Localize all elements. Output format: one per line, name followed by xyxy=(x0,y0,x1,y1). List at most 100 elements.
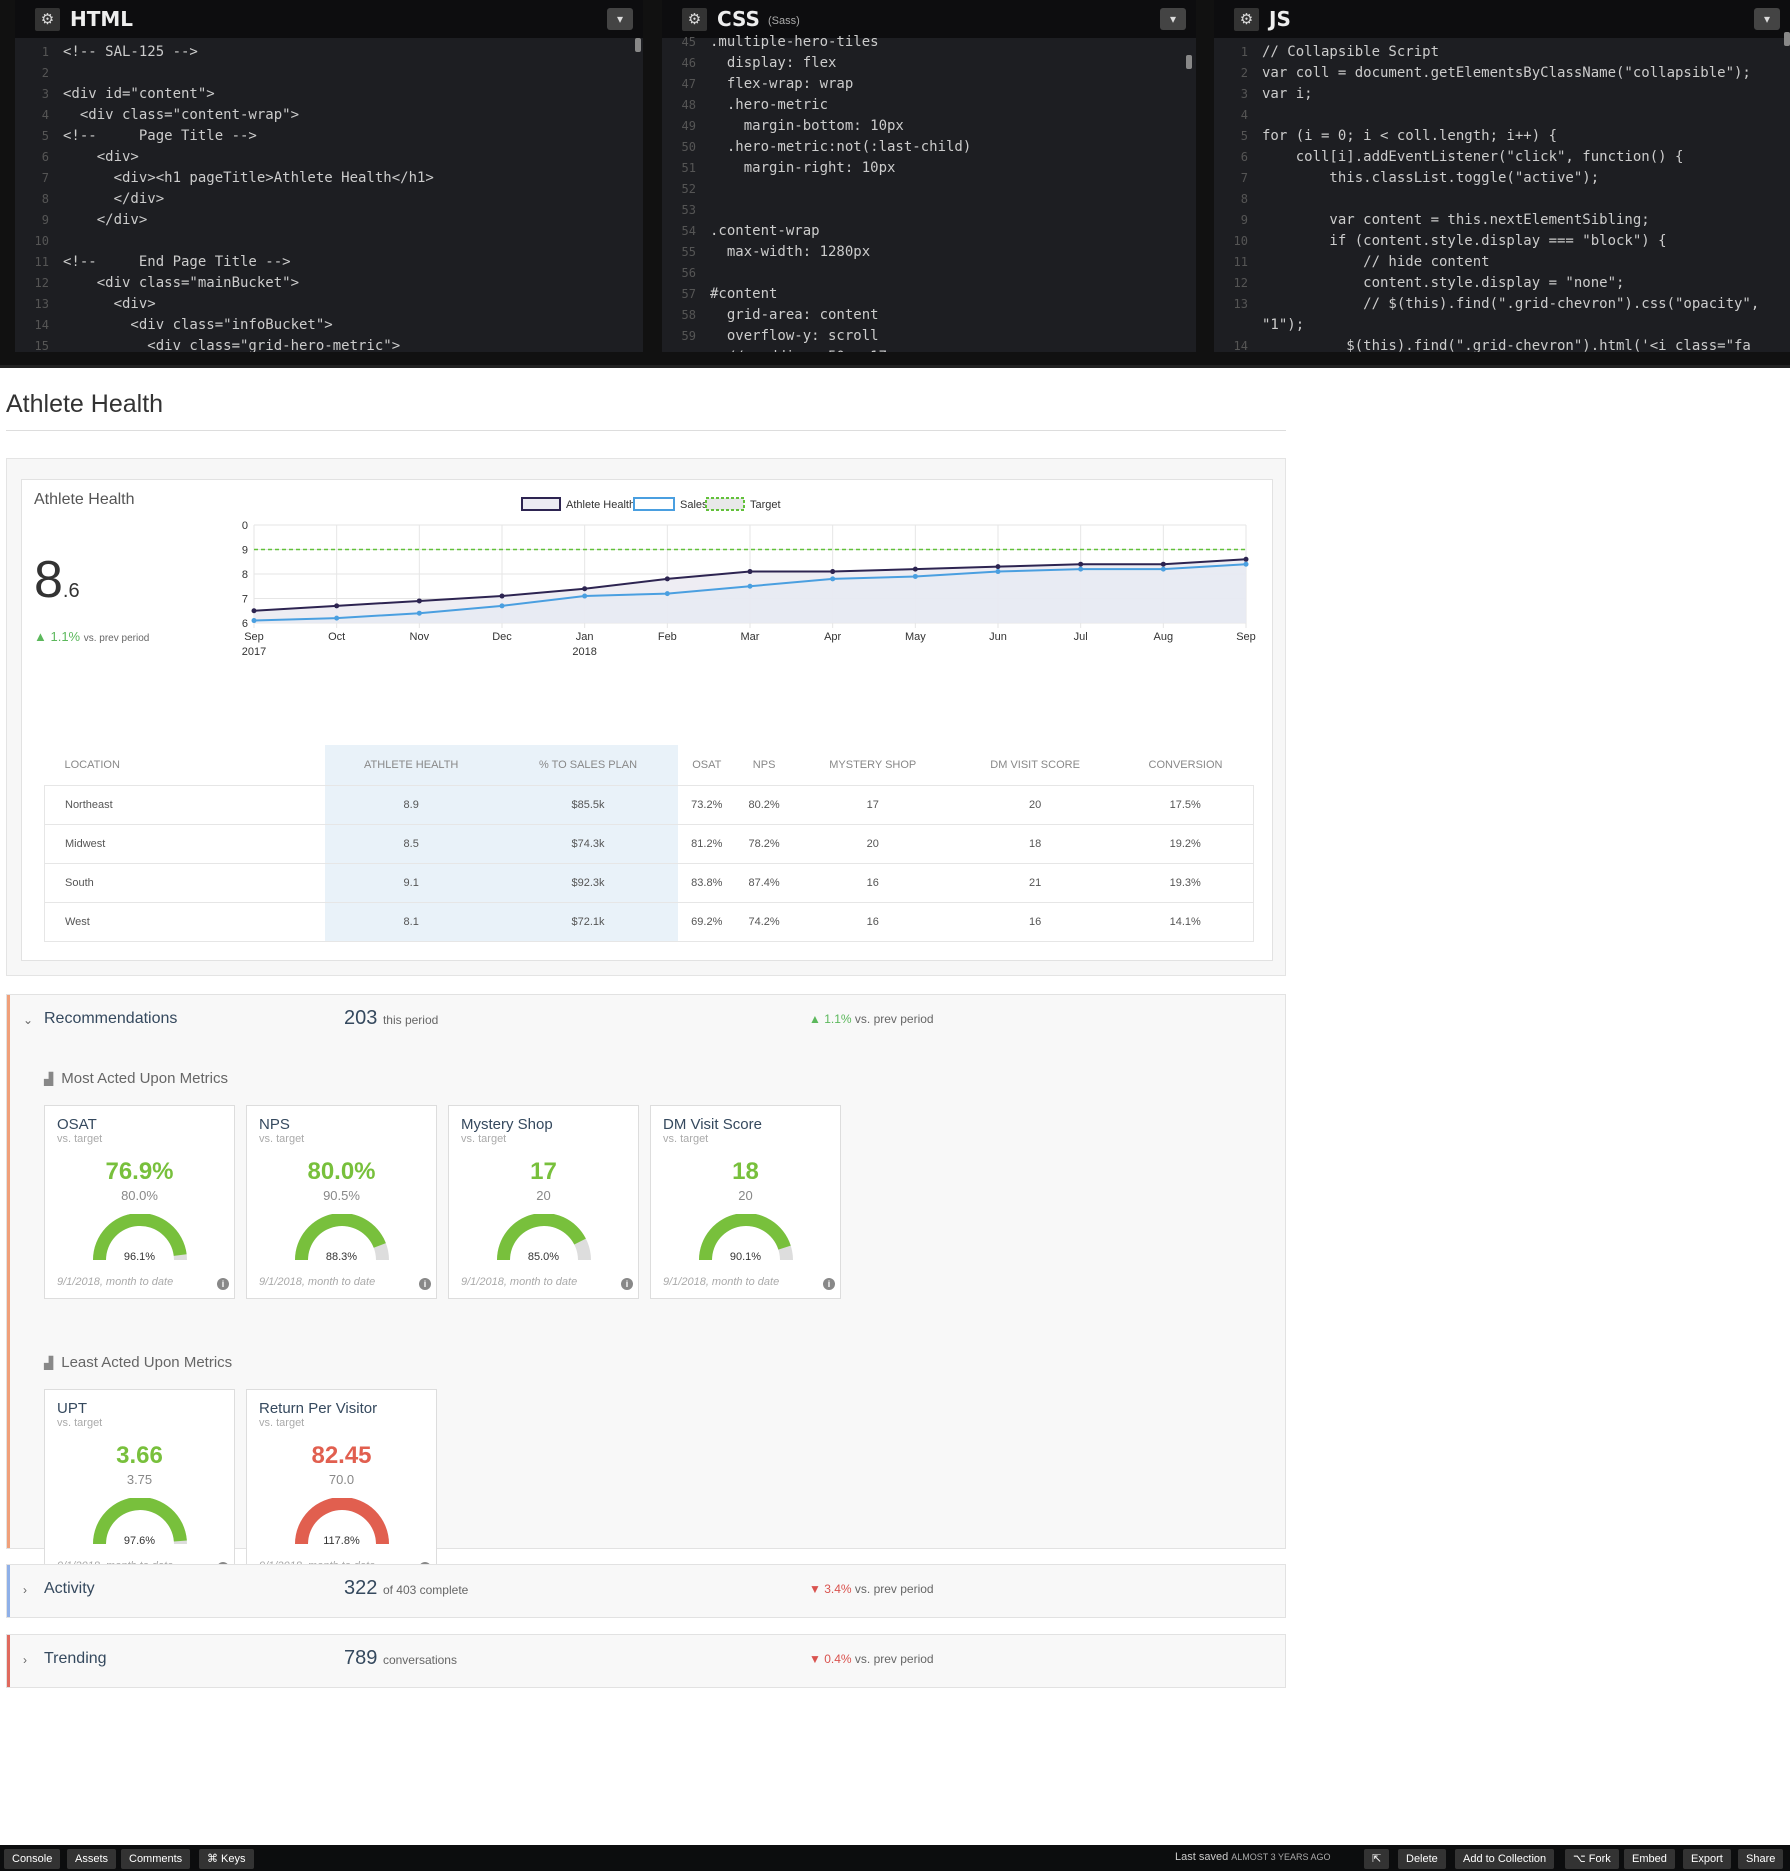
metric-tile[interactable]: NPS vs. target 80.0% 90.5% 88.3% 9/1/2018, mo… xyxy=(246,1105,437,1299)
gear-icon[interactable]: ⚙ xyxy=(682,7,707,31)
html-code-editor[interactable]: 1 <!-- SAL-125 --> 2 3 <div id="content"> 4 <… xyxy=(15,38,643,352)
gear-icon[interactable]: ⚙ xyxy=(1234,7,1259,31)
line-number: 50 xyxy=(681,140,696,154)
console-button[interactable]: Console xyxy=(4,1849,61,1869)
code-text: grid-area: content xyxy=(710,307,879,323)
data-point xyxy=(1160,561,1166,567)
css-code-editor[interactable]: 45 .multiple-hero-tiles 46 display: flex 47… xyxy=(662,28,1196,352)
last-saved-status: Last saved ALMOST 3 YEARS AGO xyxy=(1175,1851,1330,1863)
code-line: 3 <div id="content"> xyxy=(15,84,643,105)
comments-button[interactable]: Comments xyxy=(121,1849,191,1869)
chevron-down-icon[interactable]: ▾ xyxy=(1754,8,1780,30)
trending-accent-bar xyxy=(7,1635,10,1687)
code-line: 13 // $(this).find(".grid-chevron").css(… xyxy=(1214,294,1790,315)
line-number: 9 xyxy=(1240,213,1248,227)
y-tick-label: 6 xyxy=(242,618,248,630)
tile-gauge xyxy=(699,1212,793,1267)
keys-button[interactable]: ⌘ Keys xyxy=(199,1849,254,1869)
table-row[interactable]: South 9.1 $92.3k 83.8% 87.4% 16 21 19.3% xyxy=(44,862,1254,902)
gauge-chart xyxy=(295,1213,389,1260)
add-to-collection-button[interactable]: Add to Collection xyxy=(1455,1849,1555,1869)
export-button[interactable]: Export xyxy=(1683,1849,1731,1869)
table-row[interactable]: Midwest 8.5 $74.3k 81.2% 78.2% 20 18 19.2% xyxy=(44,823,1254,863)
table-row[interactable]: Northeast 8.9 $85.5k 73.2% 80.2% 17 20 17.5% xyxy=(44,784,1254,824)
info-icon[interactable]: i xyxy=(823,1278,835,1290)
tile-date: 9/1/2018, month to date xyxy=(259,1276,376,1288)
info-icon[interactable]: i xyxy=(217,1278,229,1290)
table-row[interactable]: West 8.1 $72.1k 69.2% 74.2% 16 16 14.1% xyxy=(44,901,1254,942)
info-icon[interactable]: i xyxy=(419,1278,431,1290)
line-number: 3 xyxy=(41,87,49,101)
x-tick-label: May xyxy=(905,631,926,643)
trending-section[interactable]: › Trending 789 conversations ▼ 0.4% vs. … xyxy=(6,1634,1286,1688)
code-line: 46 display: flex xyxy=(662,53,1196,74)
code-line: 55 max-width: 1280px xyxy=(662,242,1196,263)
tile-percent: 97.6% xyxy=(123,1535,156,1547)
delete-button[interactable]: Delete xyxy=(1398,1849,1446,1869)
recommendations-count-note: this period xyxy=(382,1013,439,1027)
gear-icon[interactable]: ⚙ xyxy=(35,7,60,31)
column-header[interactable]: % TO SALES PLAN xyxy=(497,745,679,785)
css-editor-scrollbar[interactable] xyxy=(1186,55,1192,69)
activity-count: 322 of 403 complete xyxy=(344,1577,468,1600)
tile-percent: 85.0% xyxy=(527,1251,560,1263)
metric-tile[interactable]: OSAT vs. target 76.9% 80.0% 96.1% 9/1/2018, m… xyxy=(44,1105,235,1299)
line-number: 5 xyxy=(1240,129,1248,143)
line-number: 6 xyxy=(41,150,49,164)
code-line: 1 // Collapsible Script xyxy=(1214,42,1790,63)
metric-tile[interactable]: Mystery Shop vs. target 17 20 85.0% 9/1/2018,… xyxy=(448,1105,639,1299)
gauge-fill xyxy=(497,1212,586,1260)
data-point xyxy=(912,566,918,572)
share-button[interactable]: Share xyxy=(1738,1849,1784,1869)
info-icon[interactable]: i xyxy=(621,1278,633,1290)
code-text: #content xyxy=(710,286,778,302)
column-header[interactable]: NPS xyxy=(752,758,776,771)
tile-value: 18 xyxy=(732,1158,759,1185)
chevron-right-icon[interactable]: › xyxy=(23,1653,27,1667)
column-header[interactable]: CONVERSION xyxy=(1148,758,1223,771)
line-number: 2 xyxy=(1240,66,1248,80)
metric-tile[interactable]: DM Visit Score vs. target 18 20 90.1% 9/1/201… xyxy=(650,1105,841,1299)
code-line: 6 <div> xyxy=(15,147,643,168)
data-point xyxy=(1160,566,1166,572)
table-cell: 74.2% xyxy=(735,901,793,942)
js-editor-scrollbar[interactable] xyxy=(1784,32,1790,46)
data-point xyxy=(251,608,257,614)
column-header[interactable]: LOCATION xyxy=(64,758,120,771)
pane-resize-divider[interactable] xyxy=(0,365,1790,368)
table-cell: 21 xyxy=(952,862,1118,902)
chevron-down-icon[interactable]: ▾ xyxy=(607,8,633,30)
trending-count: 789 conversations xyxy=(344,1647,457,1670)
code-line: 5 <!-- Page Title --> xyxy=(15,126,643,147)
x-tick-label: Sep xyxy=(1236,631,1256,643)
y-tick-label: 8 xyxy=(242,569,248,581)
js-code-editor[interactable]: 1 // Collapsible Script 2 var coll = docume… xyxy=(1214,38,1790,352)
line-number: 8 xyxy=(1240,192,1248,206)
column-header[interactable]: ATHLETE HEALTH xyxy=(324,745,498,785)
line-number: 49 xyxy=(681,119,696,133)
column-header[interactable]: DM VISIT SCORE xyxy=(990,758,1080,771)
activity-section[interactable]: › Activity 322 of 403 complete ▼ 3.4% vs… xyxy=(6,1564,1286,1618)
code-line: 1 <!-- SAL-125 --> xyxy=(15,42,643,63)
tile-name: NPS xyxy=(259,1116,290,1133)
data-point xyxy=(582,593,588,599)
fork-button[interactable]: ⌥ Fork xyxy=(1565,1849,1619,1869)
html-editor-scrollbar[interactable] xyxy=(635,38,641,52)
column-header[interactable]: OSAT xyxy=(692,758,722,771)
code-text: var content = this.nextElementSibling; xyxy=(1262,212,1650,228)
table-cell: 20 xyxy=(792,823,953,863)
code-line: 53 xyxy=(662,200,1196,221)
external-link-icon[interactable]: ⇱ xyxy=(1364,1849,1390,1869)
legend-label: Target xyxy=(750,499,781,511)
metric-tile[interactable]: Return Per Visitor vs. target 82.45 70.0 117… xyxy=(246,1389,437,1583)
chevron-right-icon[interactable]: › xyxy=(23,1583,27,1597)
assets-button[interactable]: Assets xyxy=(67,1849,117,1869)
embed-button[interactable]: Embed xyxy=(1624,1849,1675,1869)
gauge-chart xyxy=(93,1212,187,1260)
chevron-down-icon[interactable]: ▾ xyxy=(1160,8,1186,30)
chevron-down-icon[interactable]: ⌄ xyxy=(23,1013,34,1027)
recommendations-header[interactable]: ⌄ Recommendations 203 this period ▲ 1.1%… xyxy=(7,995,1285,1050)
column-header[interactable]: MYSTERY SHOP xyxy=(829,758,917,771)
code-text: <div><h1 pageTitle>Athlete Health</h1> xyxy=(63,170,434,186)
